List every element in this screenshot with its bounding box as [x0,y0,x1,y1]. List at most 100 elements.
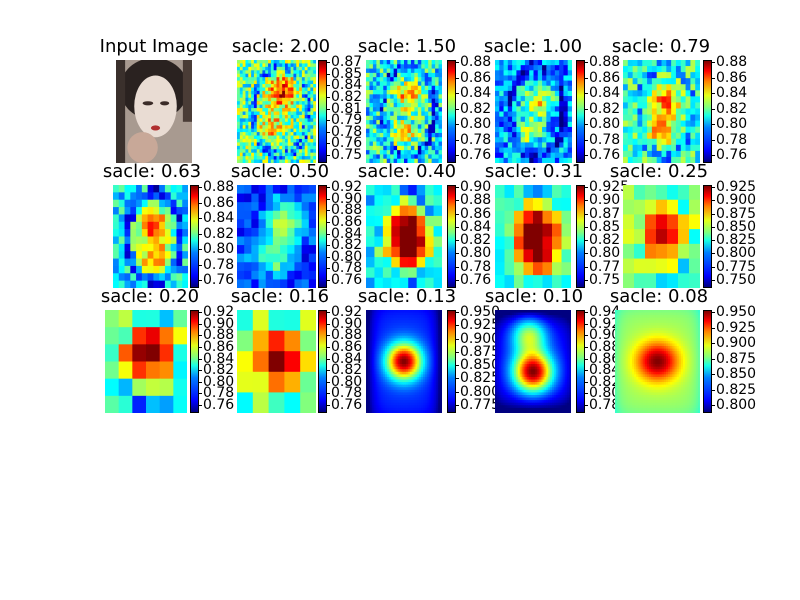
heatmap-cell [421,346,424,350]
heatmap-cell [407,107,412,113]
heatmap-cell [390,94,395,100]
heatmap-cell [502,317,506,321]
heatmap-cell [118,243,126,252]
heatmap-cell [366,356,369,360]
heatmap-cell [531,333,534,337]
heatmap-cell [405,379,409,383]
heatmap-cell [385,405,388,409]
heatmap-cell [567,101,572,107]
heatmap-cell [290,63,295,68]
heatmap-cell [270,101,275,106]
heatmap-cell [537,111,543,118]
heatmap-cell [504,320,507,324]
heatmap-cell [516,90,522,97]
heatmap-cell [251,159,255,163]
heatmap-cell [265,94,269,99]
heatmap-cell [428,120,433,125]
heatmap-cell [293,80,297,85]
heatmap-cell [118,265,126,274]
heatmap-cell [385,402,388,406]
heatmap-cell [392,310,396,314]
heatmap-cell [385,384,388,388]
heatmap-cell [304,125,309,130]
heatmap-cell [647,108,653,116]
heatmap-cell [503,106,509,113]
heatmap-cell [282,90,286,95]
heatmap-cell [417,111,422,117]
heatmap-cell [130,273,137,282]
heatmap-cell [500,338,504,342]
heatmap-cell [304,101,309,106]
heatmap-cell [680,102,687,110]
heatmap-cell [432,405,435,409]
heatmap-cell [268,97,272,102]
colorbar-tick-label: 0.84 [203,210,235,226]
heatmap-cell [402,369,405,373]
heatmap-cell [388,353,392,357]
heatmap-cell [265,145,269,150]
heatmap-cell [510,340,513,345]
heatmap-cell [671,90,677,97]
heatmap-cell [369,120,374,125]
colorbar-tick-label: 0.90 [331,315,363,332]
heatmap-cell [533,152,539,159]
heatmap-cell [398,364,401,368]
heatmap-cell [369,90,374,95]
heatmap-cell [552,343,555,347]
heatmap-cell [287,253,296,263]
heatmap-cell [385,335,388,339]
heatmap-cell [242,118,247,123]
heatmap-cell [557,325,561,329]
heatmap-cell [552,310,555,314]
heatmap-cell [689,243,700,260]
heatmap-cell [504,249,515,263]
heatmap-cell [404,330,407,334]
heatmap-cell [423,376,426,381]
heatmap-cell [388,371,392,375]
heatmap-cell [307,70,311,75]
heatmap-cell [533,185,544,199]
heatmap-cell [503,60,509,66]
heatmap-cell [287,138,292,143]
heatmap-cell [390,315,394,319]
colorbar-tick-label: 0.84 [716,85,748,101]
heatmap-cell [386,81,391,87]
heatmap-cell [561,312,564,316]
heatmap-cell [373,325,377,329]
heatmap-cell [239,132,244,137]
heatmap-cell [396,320,399,324]
heatmap-cell [567,126,572,133]
heatmap-cell [373,346,377,350]
heatmap-cell [645,185,657,201]
heatmap-cell [386,137,391,143]
heatmap-cell [373,371,377,375]
heatmap-cell [390,120,395,125]
heatmap-cell [431,120,436,125]
heatmap-cell [410,132,415,138]
heatmap-cell [124,243,131,252]
heatmap-cell [627,72,634,79]
heatmap-cell [695,102,700,110]
heatmap-cell [666,126,672,134]
heatmap-cell [436,328,439,332]
heatmap-cell [414,85,419,91]
heatmap-cell [637,138,643,146]
heatmap-cell [415,364,418,368]
heatmap-cell [435,77,440,83]
heatmap-cell [310,101,314,106]
heatmap-cell [411,402,415,406]
heatmap-cell [170,273,178,282]
heatmap-cell [561,343,564,347]
heatmap-cell [495,75,500,82]
heatmap-cell [527,335,530,339]
heatmap-cell [375,407,378,412]
heatmap-cell [381,387,384,391]
heatmap-cell [407,325,411,329]
heatmap-cell [248,114,252,119]
heatmap-cell [400,317,403,321]
heatmap-cell [259,60,263,65]
heatmap-cell [411,325,415,329]
colorbar-tick-mark [585,93,588,94]
heatmap-cell [431,111,436,117]
heatmap-cell [435,98,440,104]
